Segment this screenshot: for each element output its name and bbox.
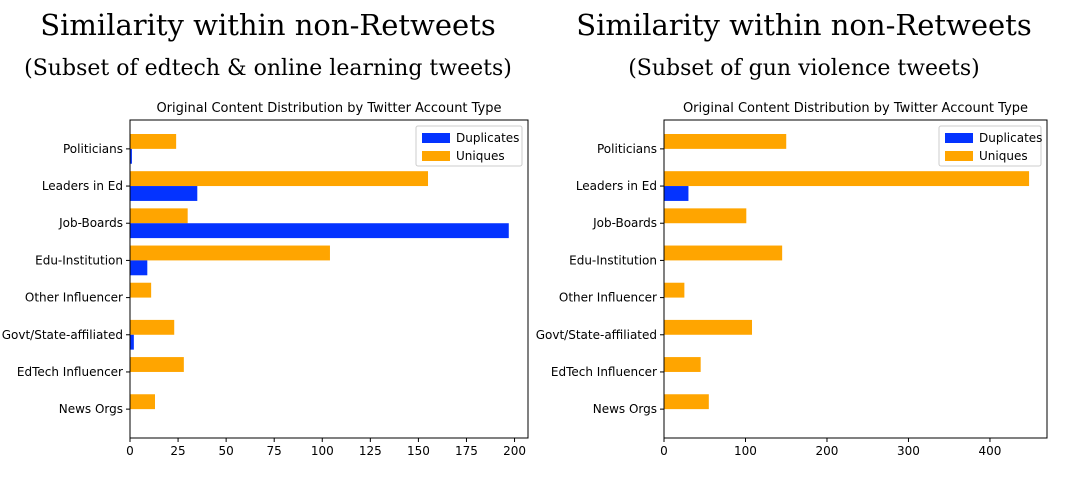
right-bar-duplicates-1: [664, 186, 689, 201]
right-panel-heading: Similarity within non-Retweets: [576, 8, 1032, 42]
right-ytick-label-0: Politicians: [597, 142, 657, 156]
left-bar-uniques-7: [130, 394, 155, 410]
left-xtick-label-8: 200: [503, 444, 526, 458]
left-panel-heading: Similarity within non-Retweets: [40, 8, 496, 42]
left-ytick-label-3: Edu-Institution: [35, 253, 123, 267]
left-xtick-label-3: 75: [267, 444, 282, 458]
right-bar-uniques-1: [664, 171, 1030, 187]
left-legend-label-1: Uniques: [456, 149, 505, 163]
left-xtick-label-1: 25: [170, 444, 185, 458]
right-xtick-label-4: 400: [979, 444, 1002, 458]
left-legend-swatch-0: [422, 133, 450, 143]
left-bar-uniques-4: [130, 282, 152, 298]
left-legend-label-0: Duplicates: [456, 131, 519, 145]
right-panel: Similarity within non-Retweets (Subset o…: [536, 0, 1072, 492]
left-bar-uniques-1: [130, 171, 429, 187]
left-ytick-label-7: News Orgs: [59, 402, 123, 416]
left-bar-duplicates-3: [130, 260, 148, 276]
right-legend-label-1: Uniques: [979, 149, 1028, 163]
right-legend-label-0: Duplicates: [979, 131, 1042, 145]
right-ytick-label-4: Other Influencer: [559, 291, 657, 305]
left-ytick-label-0: Politicians: [63, 142, 123, 156]
left-panel-subheading: (Subset of edtech & online learning twee…: [24, 56, 512, 81]
left-bar-uniques-0: [130, 134, 177, 149]
left-bar-uniques-2: [130, 208, 188, 224]
right-bar-uniques-2: [664, 208, 747, 224]
left-ytick-label-5: Govt/State-affiliated: [2, 328, 123, 342]
left-ytick-label-6: EdTech Influencer: [17, 365, 123, 379]
right-legend-swatch-1: [945, 151, 973, 161]
left-chart-title: Original Content Distribution by Twitter…: [156, 101, 501, 116]
left-ytick-label-1: Leaders in Ed: [42, 179, 123, 193]
left-axes-frame: [129, 119, 529, 439]
right-bar-uniques-0: [664, 134, 787, 149]
right-ytick-label-6: EdTech Influencer: [551, 365, 657, 379]
left-xtick-label-2: 50: [218, 444, 233, 458]
left-legend-swatch-1: [422, 151, 450, 161]
left-xtick-label-7: 175: [455, 444, 478, 458]
right-bar-uniques-6: [664, 357, 701, 372]
right-bar-uniques-7: [664, 394, 709, 410]
right-bar-uniques-3: [664, 245, 783, 261]
right-ytick-label-5: Govt/State-affiliated: [536, 328, 657, 342]
right-bar-uniques-5: [664, 319, 753, 335]
left-ytick-label-4: Other Influencer: [25, 291, 123, 305]
left-bar-duplicates-1: [130, 186, 198, 201]
left-xtick-label-6: 150: [407, 444, 430, 458]
right-axes-frame: [663, 119, 1048, 439]
left-xtick-label-0: 0: [126, 444, 134, 458]
left-ytick-label-2: Job-Boards: [58, 216, 123, 230]
left-panel: Similarity within non-Retweets (Subset o…: [24, 8, 512, 81]
right-ytick-label-1: Leaders in Ed: [576, 179, 657, 193]
right-bar-uniques-4: [664, 282, 685, 298]
right-xtick-label-1: 100: [734, 444, 757, 458]
right-chart-title: Original Content Distribution by Twitter…: [683, 101, 1028, 116]
right-ytick-label-2: Job-Boards: [592, 216, 657, 230]
right-xtick-label-0: 0: [660, 444, 668, 458]
left-bar-duplicates-5: [130, 334, 134, 350]
right-panel-subheading: (Subset of gun violence tweets): [628, 56, 980, 81]
left-bar-uniques-3: [130, 245, 330, 261]
right-xtick-label-2: 200: [816, 444, 839, 458]
right-ytick-label-3: Edu-Institution: [569, 253, 657, 267]
right-ytick-label-7: News Orgs: [593, 402, 657, 416]
right-xtick-label-3: 300: [897, 444, 920, 458]
left-bar-uniques-6: [130, 357, 184, 372]
left-bar-duplicates-2: [130, 223, 509, 239]
left-xtick-label-5: 125: [359, 444, 382, 458]
left-bar-uniques-5: [130, 319, 175, 335]
right-legend-swatch-0: [945, 133, 973, 143]
left-xtick-label-4: 100: [311, 444, 334, 458]
left-bar-duplicates-0: [130, 148, 132, 164]
